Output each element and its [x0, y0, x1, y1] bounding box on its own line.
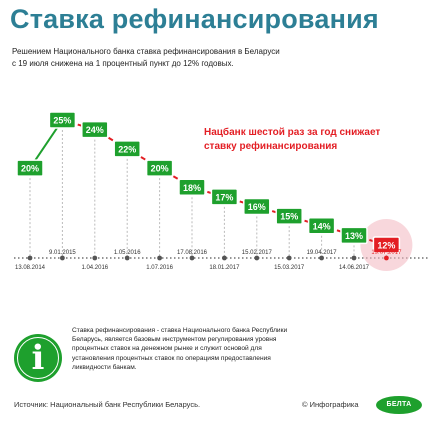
credit-note: © Инфографика — [302, 400, 359, 409]
trend-segment — [126, 147, 161, 169]
date-label: 1.05.2016 — [114, 250, 141, 256]
axis-marker — [254, 255, 260, 261]
callout-line: Нацбанк шестой раз за год снижает — [204, 127, 381, 138]
rate-chart: 20% 13.08.2014 25% 9.01.2015 24% 1.04.2016 22%… — [14, 111, 430, 271]
date-label: 19.04.2017 — [307, 250, 338, 256]
date-label: 1.07.2016 — [146, 265, 173, 271]
date-label: 14.06.2017 — [339, 265, 370, 271]
date-label: 17.08.2016 — [177, 250, 208, 256]
rate-badge — [145, 159, 174, 177]
date-label: 15.03.2017 — [274, 265, 305, 271]
rate-badge — [340, 226, 368, 245]
info-line: установления процентных ставок по операц… — [72, 354, 271, 362]
axis-marker — [60, 255, 65, 261]
rate-badge — [81, 120, 109, 139]
rate-label: 18% — [183, 183, 201, 193]
axis-marker — [157, 255, 163, 261]
info-text: Ставка рефинансирования - ставка Национа… — [72, 326, 412, 372]
intro-line: Решением Национального банка ставка рефи… — [12, 47, 280, 56]
axis-marker — [27, 255, 33, 261]
rate-badge — [113, 140, 141, 158]
info-line: Беларусь, является базовым инструментом … — [72, 336, 277, 344]
rate-label: 22% — [118, 144, 136, 154]
date-label: 9.01.2015 — [49, 250, 76, 256]
rate-badge — [210, 188, 239, 206]
axis-marker — [222, 255, 227, 261]
callout-line: ставку рефинансирования — [204, 141, 338, 152]
callout-box: Нацбанк шестой раз за год снижает ставку… — [196, 126, 418, 156]
axis-marker — [92, 255, 98, 261]
rate-label: 24% — [86, 125, 104, 135]
axis-marker — [189, 255, 195, 261]
rate-badge — [372, 236, 401, 254]
rate-label: 20% — [151, 164, 169, 174]
axis-marker — [384, 255, 389, 261]
info-icon: i — [14, 334, 62, 382]
info-line: процентных ставок на денежном рынке и сл… — [72, 345, 262, 353]
belta-logo: БЕЛТА — [376, 396, 422, 414]
rate-label: 13% — [345, 231, 363, 241]
info-line: ликвидности банкам. — [72, 363, 137, 371]
rate-label: 20% — [21, 164, 39, 174]
intro-text: Решением Национального банка ставка рефи… — [12, 46, 432, 70]
rate-badge — [178, 178, 206, 197]
date-label: 1.04.2016 — [81, 265, 108, 271]
rate-label: 15% — [280, 212, 298, 222]
rate-badge — [275, 207, 303, 225]
page-title: Ставка рефинансирования — [10, 4, 379, 34]
rate-label: 17% — [215, 192, 233, 202]
date-label: 18.01.2017 — [209, 265, 240, 271]
date-label: 19.07.2017 — [371, 250, 402, 256]
info-line: Ставка рефинансирования - ставка Национа… — [72, 327, 288, 334]
rate-label: 14% — [313, 221, 331, 231]
trend-segment — [94, 128, 128, 150]
rate-label: 12% — [377, 241, 395, 251]
intro-line: с 19 июля снижена на 1 процентный пункт … — [12, 59, 234, 68]
axis-marker — [124, 255, 130, 261]
trend-segment — [159, 167, 193, 189]
axis-marker — [286, 255, 292, 261]
rate-label: 16% — [248, 202, 266, 212]
rate-badge — [307, 217, 336, 235]
rate-label: 25% — [53, 116, 71, 126]
rate-badge — [48, 111, 77, 129]
date-label: 13.08.2014 — [15, 265, 46, 271]
rate-badge — [243, 197, 271, 216]
rate-badge — [16, 159, 44, 177]
source-note: Источник: Национальный банк Республики Б… — [14, 400, 201, 409]
date-label: 15.02.2017 — [242, 250, 273, 256]
axis-marker — [351, 255, 357, 261]
axis-marker — [319, 255, 324, 261]
